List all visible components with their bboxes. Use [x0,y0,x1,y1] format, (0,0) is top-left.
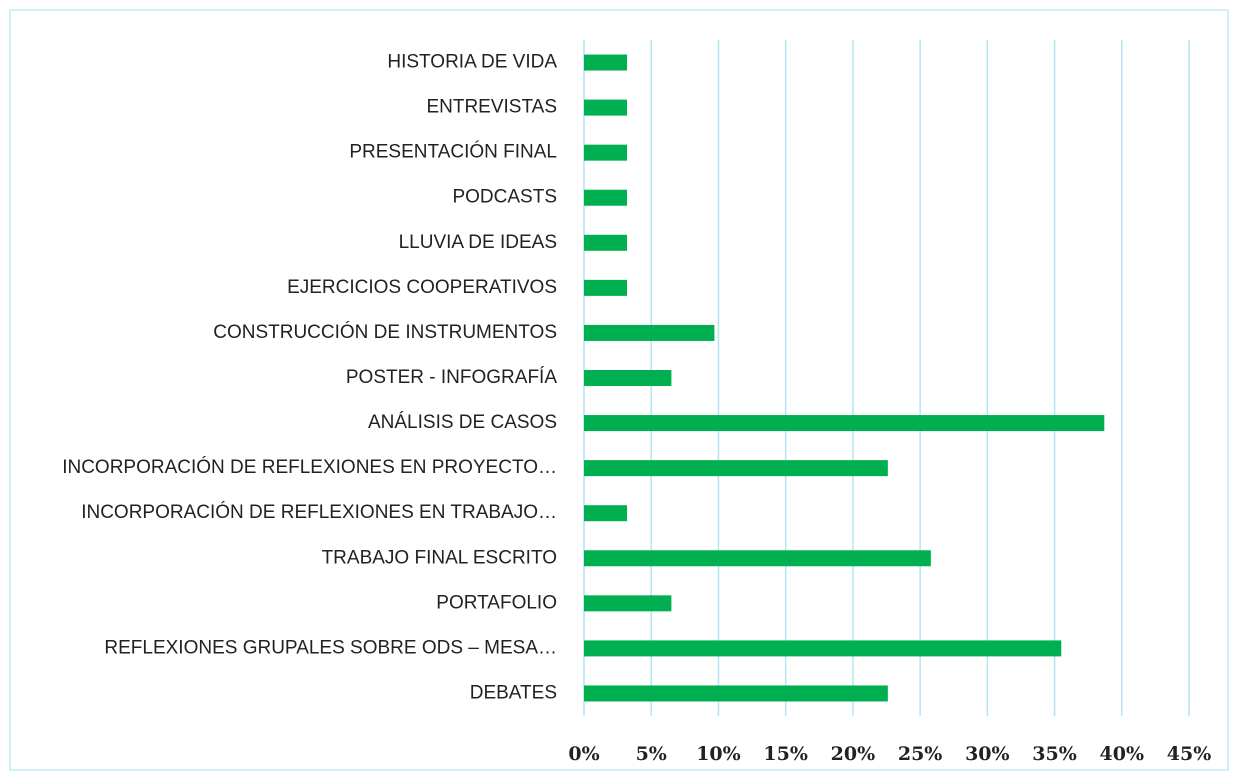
x-tick-label: 40% [1100,743,1145,765]
x-tick-label: 30% [965,743,1010,765]
y-tick-label: INCORPORACIÓN DE REFLEXIONES EN TRABAJO… [81,501,557,523]
y-tick-label: ENTREVISTAS [426,97,557,118]
bar [584,324,715,341]
y-tick-label: ANÁLISIS DE CASOS [368,412,557,433]
bar [584,189,628,206]
y-tick-label: INCORPORACIÓN DE REFLEXIONES EN PROYECTO… [62,456,557,478]
bar [584,640,1062,657]
y-tick-label: PRESENTACIÓN FINAL [349,141,557,163]
bar [584,550,931,567]
bar [584,505,628,522]
x-tick-label: 35% [1032,743,1077,765]
x-tick-label: 0% [568,743,599,765]
x-tick-label: 15% [763,743,808,765]
x-tick-label: 5% [636,743,667,765]
bar [584,370,672,386]
y-tick-label: REFLEXIONES GRUPALES SOBRE ODS – MESA… [104,637,557,658]
bar [584,99,628,116]
y-tick-label: TRABAJO FINAL ESCRITO [322,547,557,568]
bar [584,415,1105,432]
y-tick-label: CONSTRUCCIÓN DE INSTRUMENTOS [213,321,557,343]
y-tick-label: LLUVIA DE IDEAS [399,232,557,253]
y-tick-label: PODCASTS [452,187,557,208]
bar [584,279,628,296]
x-tick-label: 10% [696,743,741,765]
y-tick-label: PORTAFOLIO [436,592,557,613]
bar [584,234,628,251]
bar [584,144,628,161]
bar [584,595,672,612]
y-tick-label: HISTORIA DE VIDA [387,52,557,73]
bar [584,685,888,702]
x-tick-label: 20% [831,743,876,765]
y-tick-label: POSTER - INFOGRAFÍA [346,367,557,388]
y-tick-label: DEBATES [470,682,557,703]
y-tick-label: EJERCICIOS COOPERATIVOS [287,277,557,298]
x-tick-label: 25% [898,743,943,765]
bar [584,460,888,477]
bar [584,54,628,71]
x-tick-label: 45% [1167,743,1212,765]
